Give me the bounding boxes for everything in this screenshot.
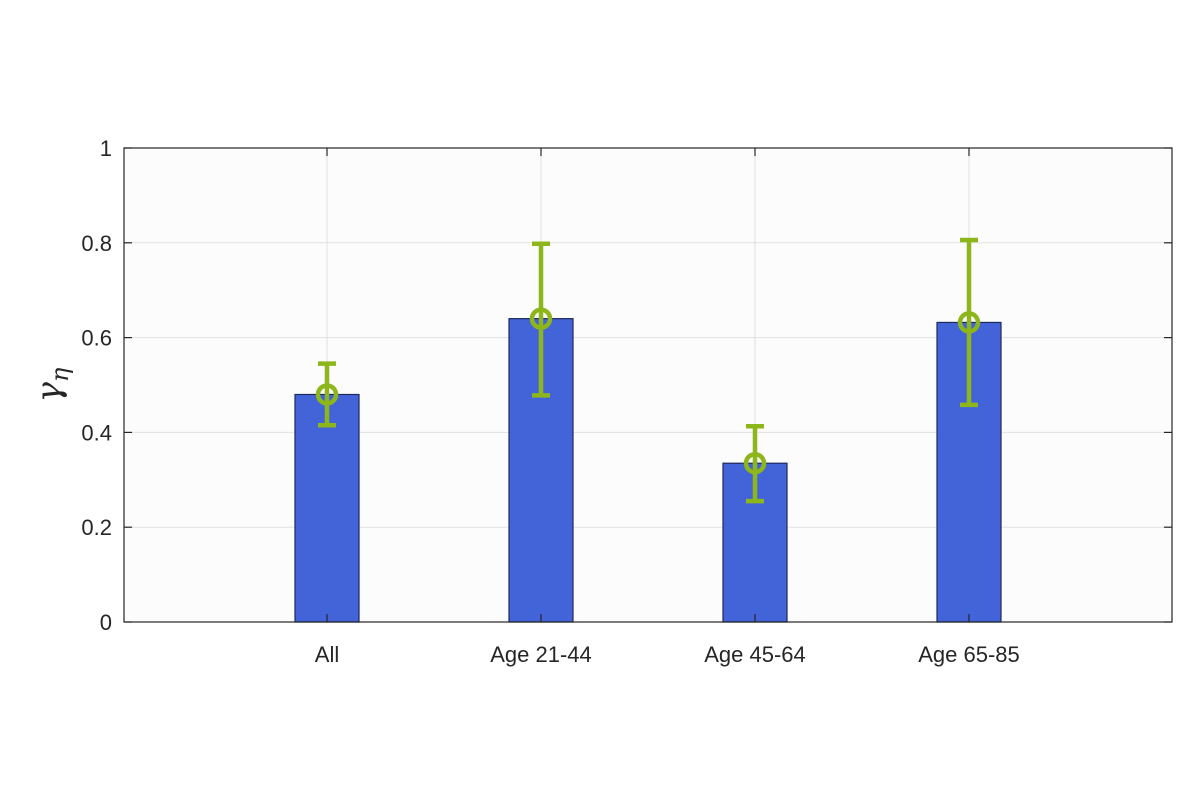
y-axis-label-main: γ [29, 381, 69, 402]
error-bar-marker [529, 307, 553, 330]
error-bar [315, 361, 339, 428]
y-tick-label: 0.8 [81, 231, 112, 256]
y-axis-label-sub: η [46, 367, 74, 382]
y-axis-label: γη [29, 367, 74, 402]
error-bars [315, 237, 981, 504]
y-tick-label: 0.2 [81, 515, 112, 540]
y-tick-label: 1 [100, 136, 112, 161]
error-bar [957, 237, 981, 408]
x-tick-label: Age 21-44 [490, 642, 592, 667]
error-bar-marker [743, 451, 767, 475]
error-bar [529, 241, 553, 398]
error-bar [743, 423, 767, 504]
x-tick-label: All [315, 642, 339, 667]
axes-frame [123, 147, 1173, 623]
bar-age-65-85 [936, 321, 1002, 623]
error-bar-marker [315, 383, 339, 406]
error-bar-marker [957, 311, 981, 334]
y-axis-ticks: 0 0.2 0.4 0.6 0.8 1 [81, 136, 1172, 635]
y-tick-label: 0.6 [81, 326, 112, 351]
bar-all [294, 393, 360, 623]
x-tick-label: Age 45-64 [704, 642, 806, 667]
y-tick-label: 0 [100, 610, 112, 635]
x-tick-label: Age 65-85 [918, 642, 1020, 667]
axes-background [124, 148, 1172, 622]
y-tick-label: 0.4 [81, 420, 112, 445]
x-axis-ticks: All Age 21-44 Age 45-64 Age 65-85 [315, 148, 1020, 667]
